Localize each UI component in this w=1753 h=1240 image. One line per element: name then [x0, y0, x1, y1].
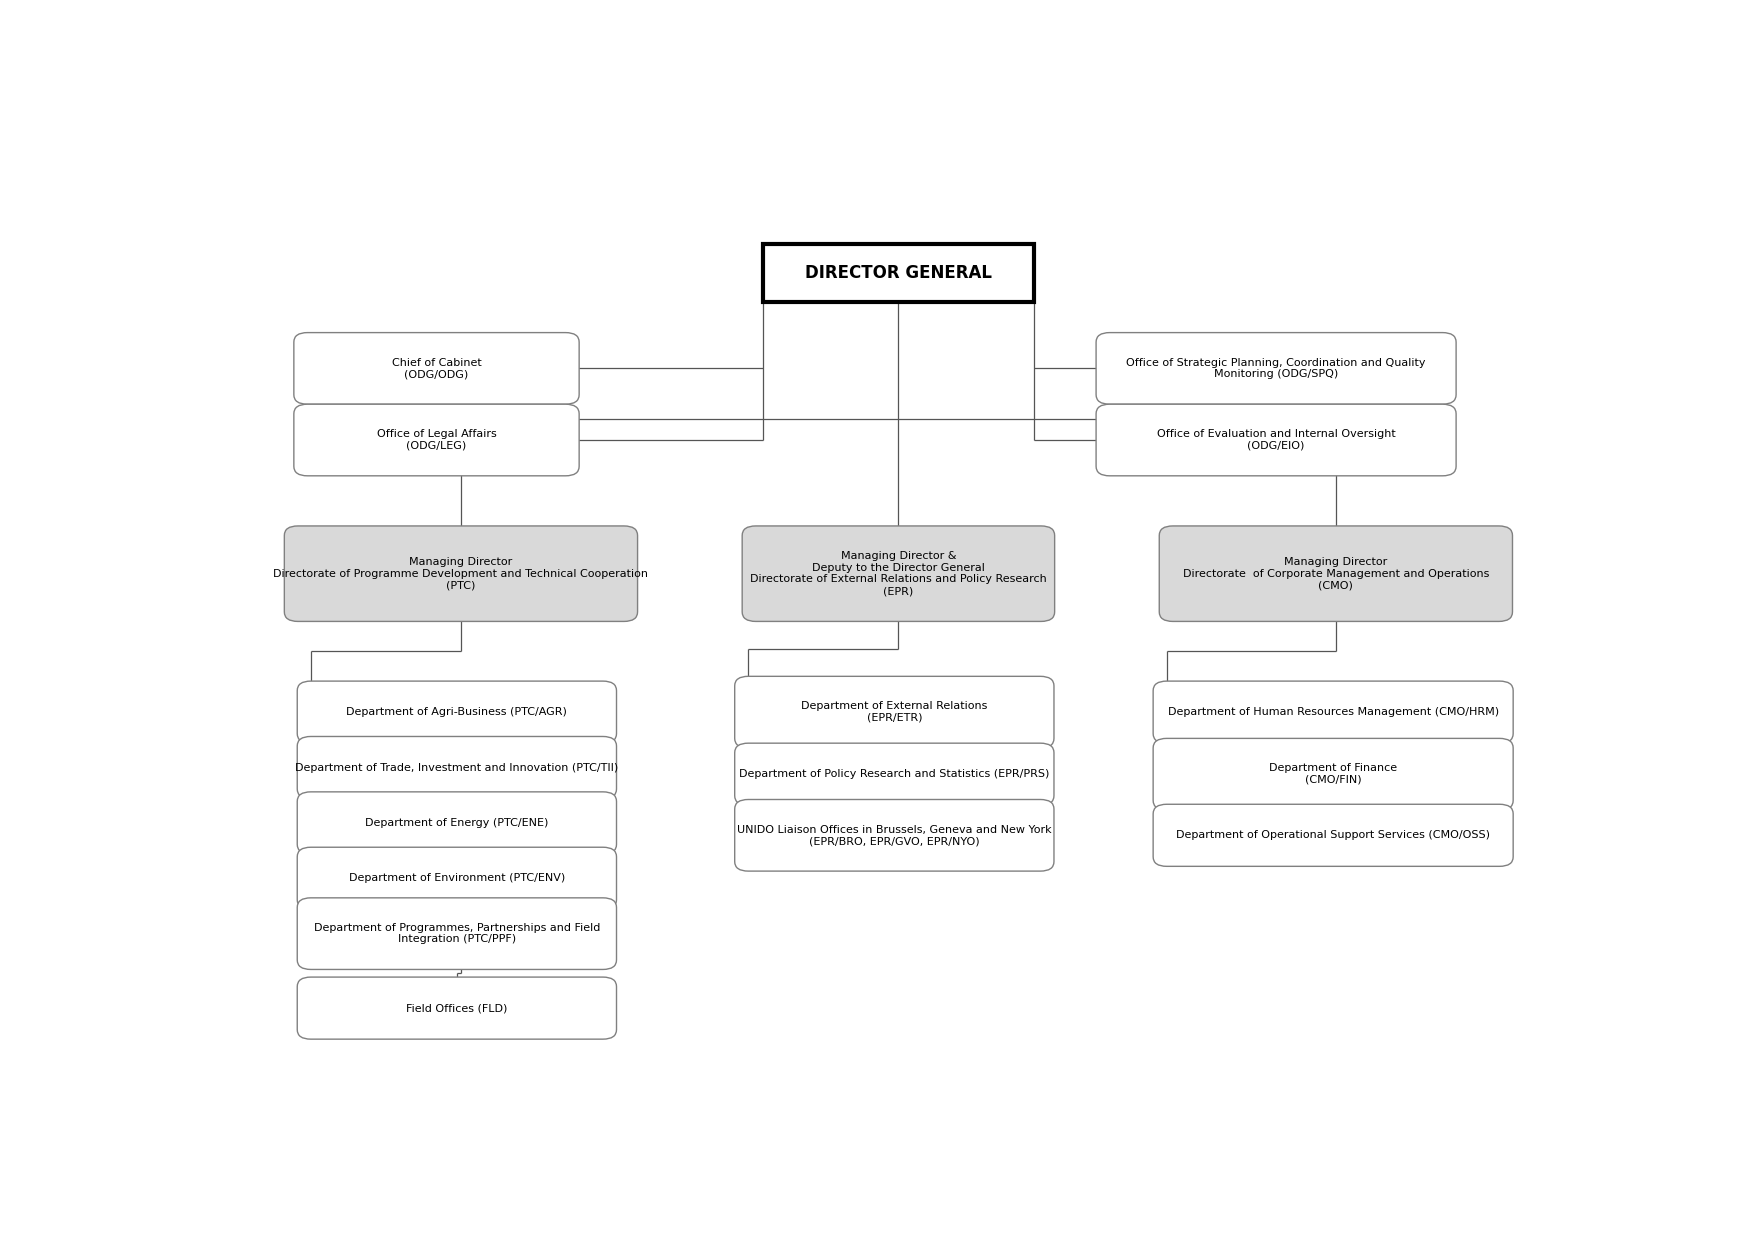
FancyBboxPatch shape: [298, 847, 617, 909]
FancyBboxPatch shape: [295, 332, 578, 404]
Text: Office of Evaluation and Internal Oversight
(ODG/EIO): Office of Evaluation and Internal Oversi…: [1157, 429, 1395, 451]
Text: Managing Director
Directorate of Programme Development and Technical Cooperation: Managing Director Directorate of Program…: [273, 557, 649, 590]
FancyBboxPatch shape: [298, 898, 617, 970]
Text: DIRECTOR GENERAL: DIRECTOR GENERAL: [805, 264, 992, 281]
FancyBboxPatch shape: [735, 800, 1054, 872]
Text: Department of Energy (PTC/ENE): Department of Energy (PTC/ENE): [365, 818, 549, 828]
FancyBboxPatch shape: [1153, 805, 1513, 867]
Text: Department of External Relations
(EPR/ETR): Department of External Relations (EPR/ET…: [801, 702, 987, 723]
FancyBboxPatch shape: [298, 737, 617, 799]
FancyBboxPatch shape: [298, 977, 617, 1039]
FancyBboxPatch shape: [284, 526, 638, 621]
Text: Department of Programmes, Partnerships and Field
Integration (PTC/PPF): Department of Programmes, Partnerships a…: [314, 923, 600, 945]
Text: Field Offices (FLD): Field Offices (FLD): [407, 1003, 508, 1013]
Text: UNIDO Liaison Offices in Brussels, Geneva and New York
(EPR/BRO, EPR/GVO, EPR/NY: UNIDO Liaison Offices in Brussels, Genev…: [736, 825, 1052, 846]
FancyBboxPatch shape: [1096, 332, 1457, 404]
Text: Department of Policy Research and Statistics (EPR/PRS): Department of Policy Research and Statis…: [740, 769, 1050, 779]
FancyBboxPatch shape: [298, 681, 617, 743]
Text: Chief of Cabinet
(ODG/ODG): Chief of Cabinet (ODG/ODG): [391, 357, 482, 379]
FancyBboxPatch shape: [1153, 738, 1513, 810]
FancyBboxPatch shape: [742, 526, 1055, 621]
Text: Department of Human Resources Management (CMO/HRM): Department of Human Resources Management…: [1167, 707, 1499, 717]
Text: Department of Operational Support Services (CMO/OSS): Department of Operational Support Servic…: [1176, 831, 1490, 841]
Text: Department of Trade, Investment and Innovation (PTC/TII): Department of Trade, Investment and Inno…: [295, 763, 619, 773]
Text: Office of Legal Affairs
(ODG/LEG): Office of Legal Affairs (ODG/LEG): [377, 429, 496, 451]
Text: Office of Strategic Planning, Coordination and Quality
Monitoring (ODG/SPQ): Office of Strategic Planning, Coordinati…: [1127, 357, 1425, 379]
FancyBboxPatch shape: [1096, 404, 1457, 476]
FancyBboxPatch shape: [735, 676, 1054, 748]
FancyBboxPatch shape: [735, 743, 1054, 805]
Text: Department of Agri-Business (PTC/AGR): Department of Agri-Business (PTC/AGR): [347, 707, 568, 717]
FancyBboxPatch shape: [1153, 681, 1513, 743]
FancyBboxPatch shape: [295, 404, 578, 476]
Text: Department of Environment (PTC/ENV): Department of Environment (PTC/ENV): [349, 873, 564, 883]
FancyBboxPatch shape: [298, 792, 617, 854]
FancyBboxPatch shape: [763, 244, 1034, 301]
FancyBboxPatch shape: [1159, 526, 1513, 621]
Text: Managing Director
Directorate  of Corporate Management and Operations
(CMO): Managing Director Directorate of Corpora…: [1183, 557, 1488, 590]
Text: Department of Finance
(CMO/FIN): Department of Finance (CMO/FIN): [1269, 764, 1397, 785]
Text: Managing Director &
Deputy to the Director General
Directorate of External Relat: Managing Director & Deputy to the Direct…: [750, 552, 1047, 596]
